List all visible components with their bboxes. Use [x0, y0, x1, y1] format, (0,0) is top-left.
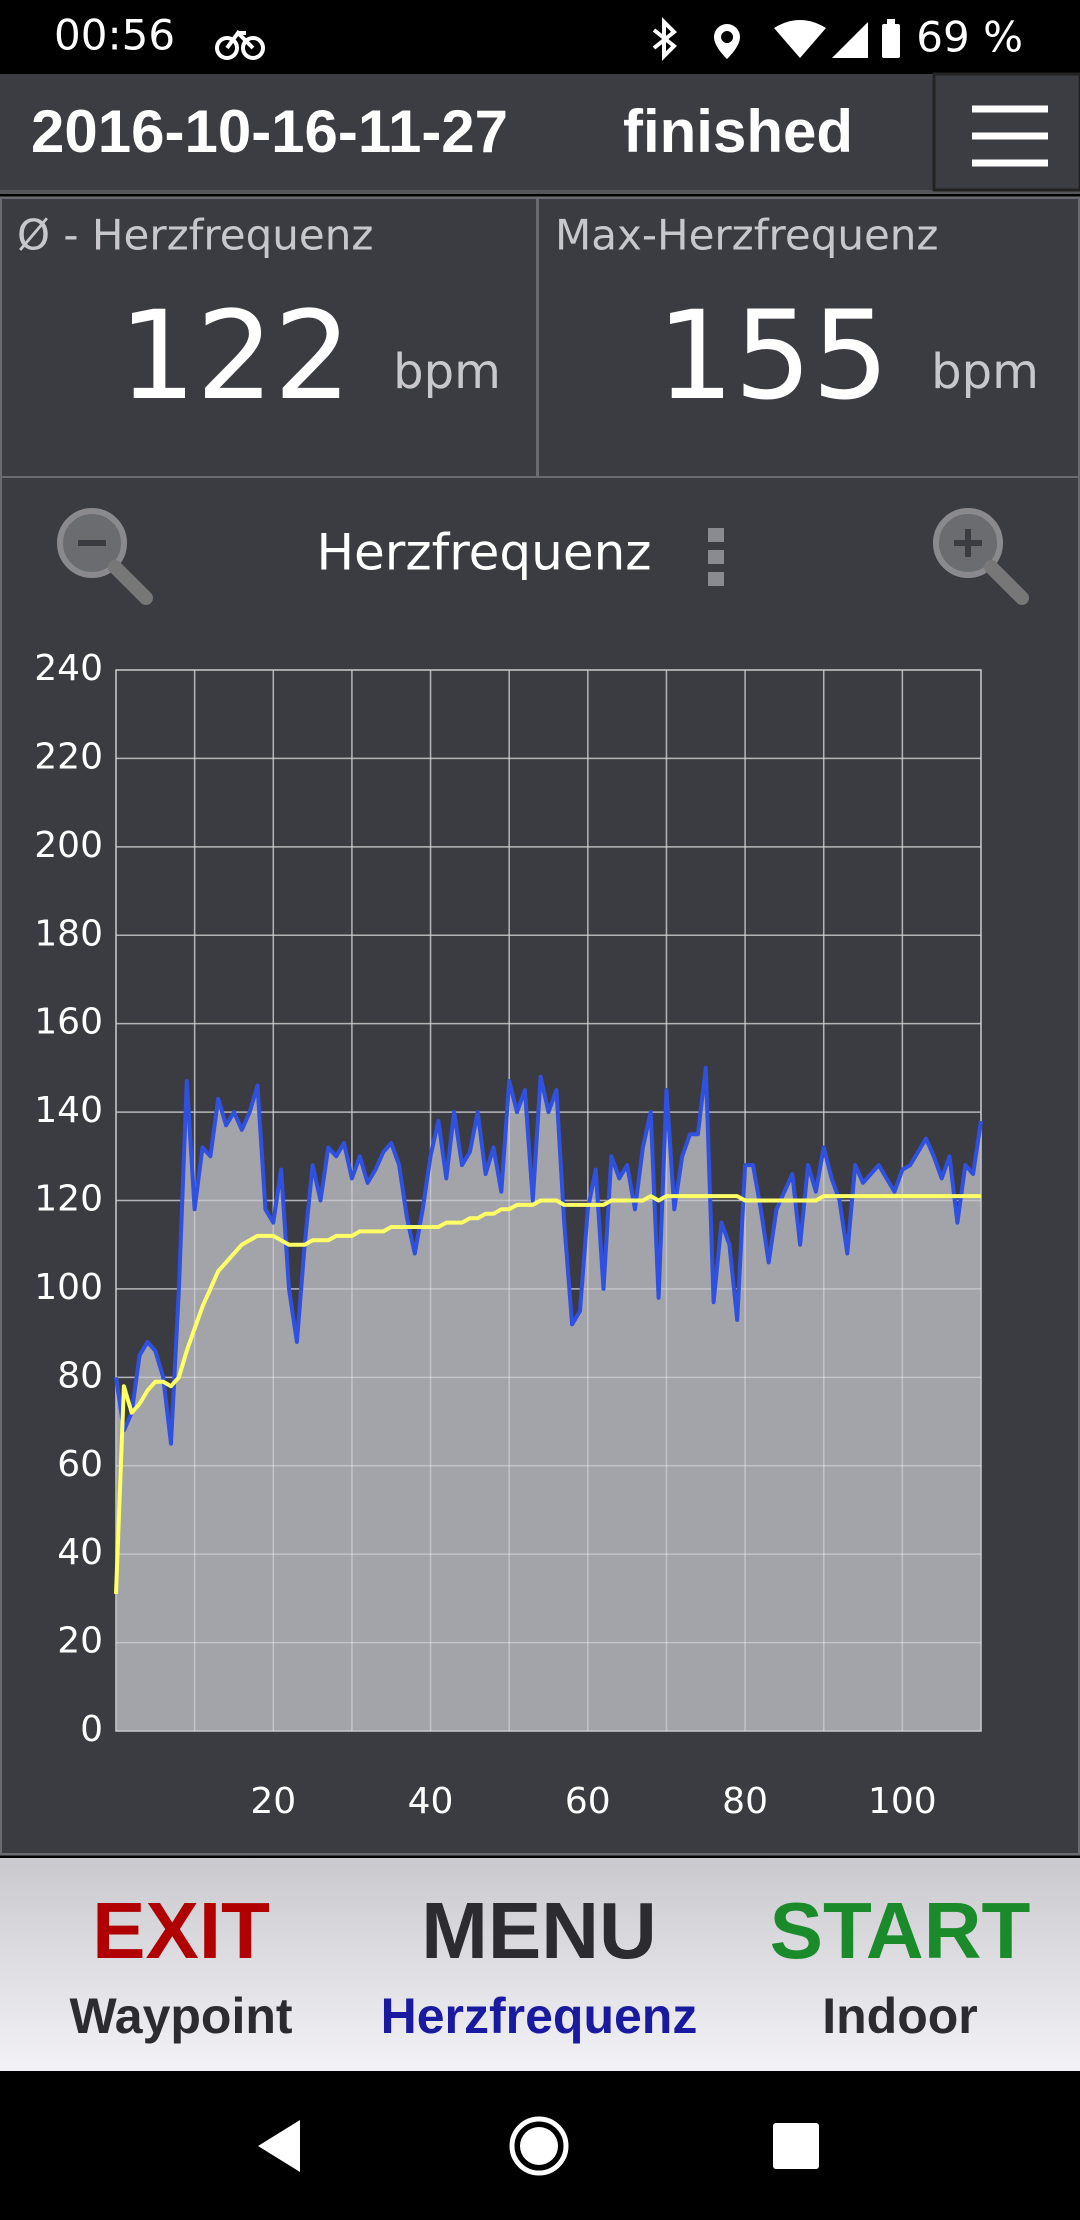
button-label: START: [770, 1886, 1031, 1975]
clock: 00:56: [54, 11, 175, 60]
y-tick-label: 40: [57, 1532, 103, 1573]
series-line: [114, 1065, 983, 1446]
x-tick-label: 60: [565, 1781, 611, 1822]
stat-unit: bpm: [393, 344, 501, 400]
chart-title: Herzfrequenz: [316, 524, 651, 582]
session-title: 2016-10-16-11-27: [31, 98, 508, 165]
chart-panel: [0, 476, 1080, 1855]
button[interactable]: MENU Herzfrequenz: [381, 1886, 698, 2044]
y-tick-label: 100: [34, 1267, 103, 1308]
y-tick-label: 120: [34, 1179, 103, 1220]
stat-value: 155: [657, 285, 890, 427]
menu-button[interactable]: [932, 72, 1080, 192]
y-tick-label: 160: [34, 1002, 103, 1043]
y-tick-label: 240: [34, 648, 103, 689]
menu-icon: [972, 105, 1048, 167]
x-tick-label: 100: [868, 1781, 937, 1822]
session-status: finished: [623, 98, 853, 165]
button[interactable]: START Indoor: [770, 1886, 1031, 2044]
status-icons: [652, 17, 900, 61]
y-tick-label: 20: [57, 1621, 103, 1662]
series-line: [114, 1194, 981, 1595]
nav-home[interactable]: [509, 2116, 569, 2176]
nav-recents[interactable]: [773, 2123, 819, 2169]
stat-value: 122: [119, 285, 352, 427]
button[interactable]: EXIT Waypoint: [69, 1886, 292, 2044]
button-label: MENU: [421, 1886, 657, 1975]
x-tick-label: 80: [722, 1781, 768, 1822]
x-tick-label: 40: [408, 1781, 454, 1822]
battery-level: 69 %: [916, 13, 1023, 62]
y-tick-label: 180: [34, 913, 103, 954]
button-sublabel: Indoor: [822, 1988, 978, 2044]
y-tick-label: 0: [80, 1709, 103, 1750]
y-tick-label: 60: [57, 1444, 103, 1485]
button-label: EXIT: [92, 1886, 270, 1975]
header-title-area: [0, 74, 934, 190]
x-tick-label: 20: [250, 1781, 296, 1822]
button-sublabel: Waypoint: [69, 1988, 292, 2044]
nav-back[interactable]: [258, 2120, 300, 2172]
y-tick-label: 140: [34, 1090, 103, 1131]
button-sublabel: Herzfrequenz: [381, 1988, 698, 2044]
y-tick-label: 200: [34, 825, 103, 866]
y-tick-label: 80: [57, 1355, 103, 1396]
chart-options[interactable]: [708, 528, 724, 586]
stat-label: Ø - Herzfrequenz: [17, 211, 373, 260]
stat-unit: bpm: [931, 344, 1039, 400]
bike-icon: [215, 29, 265, 60]
series-area: [116, 1067, 981, 1731]
y-tick-label: 220: [34, 736, 103, 777]
zoom-out[interactable]: [57, 508, 153, 605]
button-bar: [0, 1858, 1080, 2071]
zoom-in[interactable]: [933, 508, 1029, 605]
stat-label: Max-Herzfrequenz: [555, 211, 938, 260]
